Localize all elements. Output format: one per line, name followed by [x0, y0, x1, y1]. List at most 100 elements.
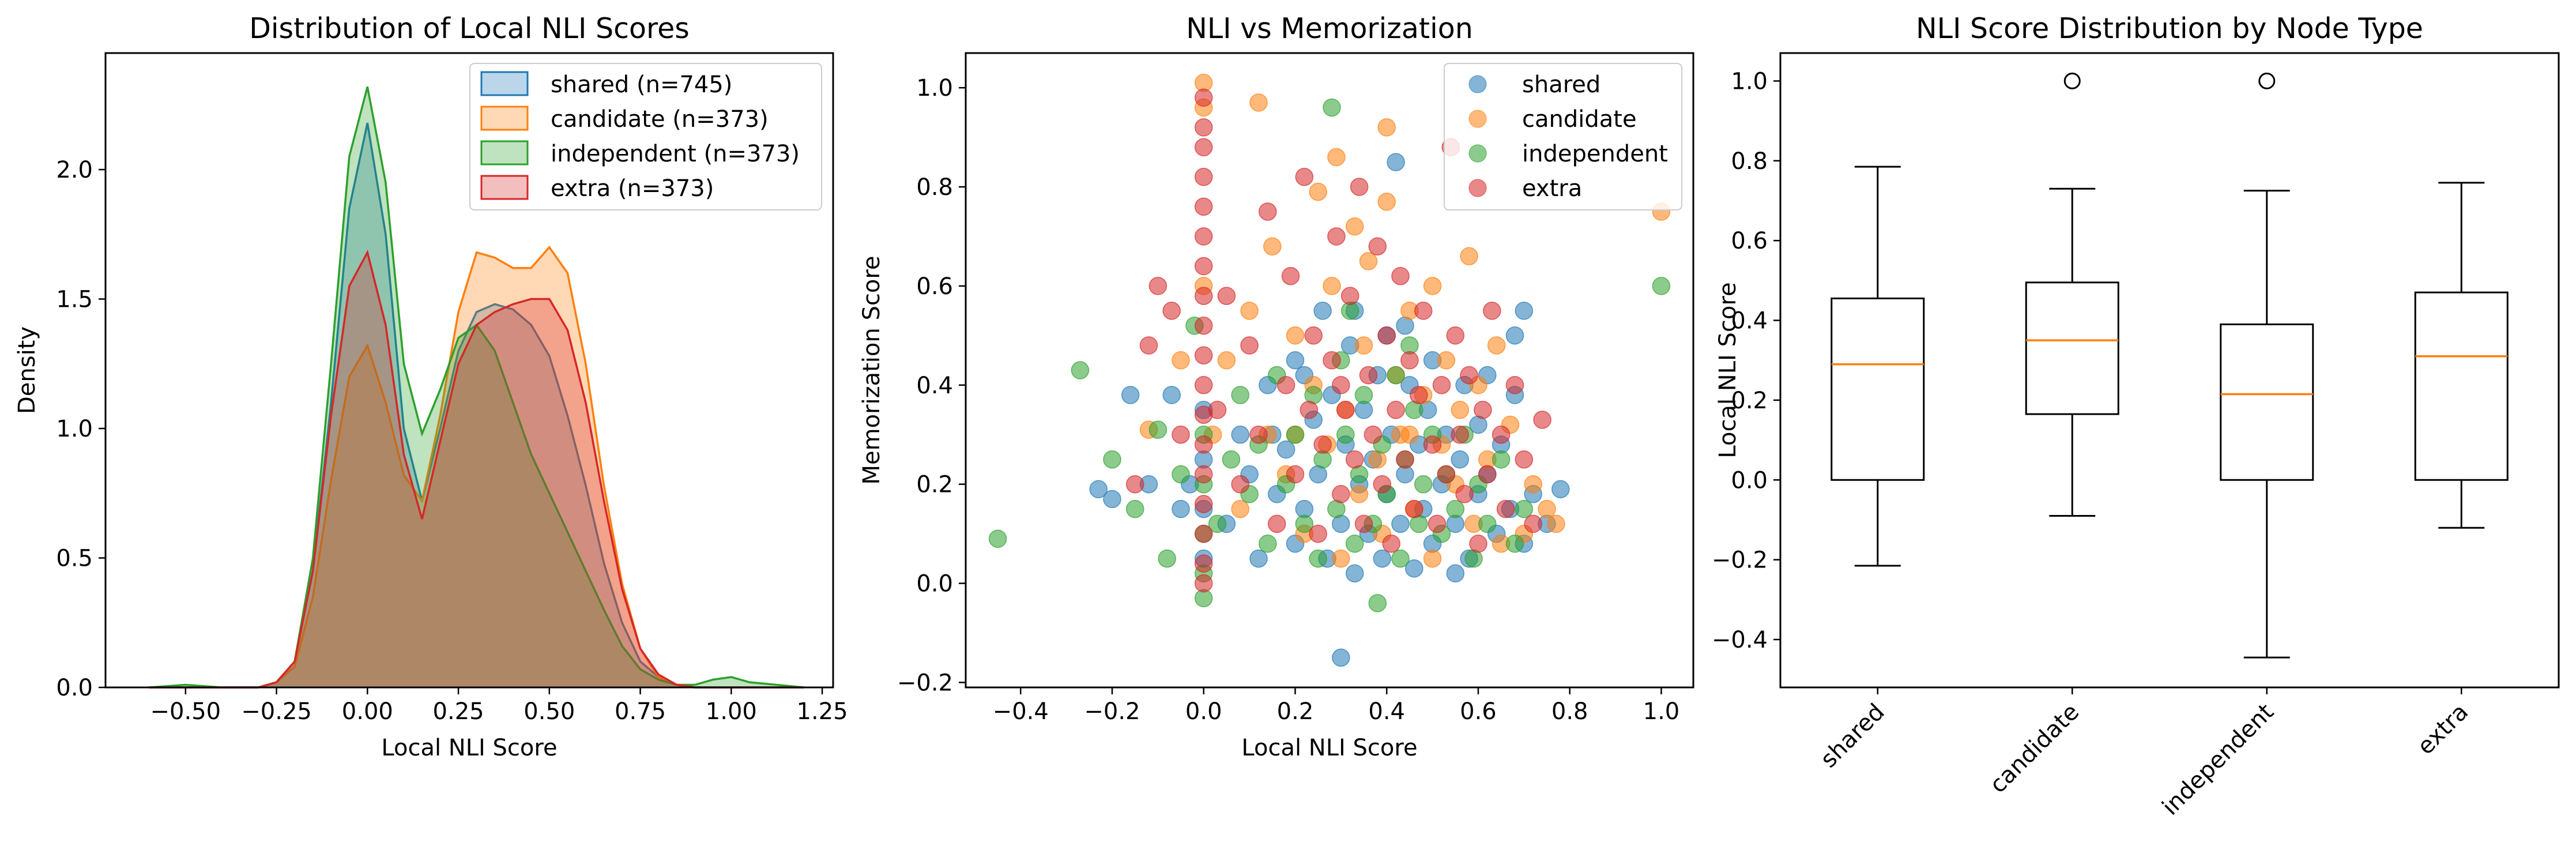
kde-series-layer	[149, 86, 804, 689]
scatter-point-extra	[1194, 524, 1213, 543]
scatter-point-independent	[1652, 277, 1671, 295]
scatter-y-tick-label: 0.4	[916, 373, 953, 399]
scatter-point-extra	[1267, 514, 1286, 533]
scatter-panel: −0.4 −0.2 0.0 0.2 0.4 0.6 0.8 1.0 −0.2 0.0 0.2 0.4 0…	[858, 12, 1694, 761]
kde-legend-swatch-extra	[480, 175, 529, 200]
kde-legend-label-extra: extra (n=373)	[551, 175, 714, 202]
kde-y-tick-label: 2.0	[56, 157, 93, 183]
scatter-point-independent	[1478, 514, 1497, 533]
scatter-point-candidate	[1538, 499, 1556, 518]
scatter-point-shared	[1345, 564, 1364, 583]
scatter-point-independent	[1345, 535, 1364, 553]
scatter-point-extra	[1505, 376, 1524, 394]
scatter-point-extra	[1496, 499, 1515, 518]
scatter-point-extra	[1286, 465, 1305, 484]
scatter-point-independent	[1391, 549, 1410, 568]
boxplot-y-tick-label: 0.4	[1731, 308, 1768, 334]
scatter-point-extra	[1194, 88, 1213, 107]
kde-panel: −0.50 −0.25 0.00 0.25 0.50 0.75 1.00 1.25 0.0 0.5…	[14, 12, 848, 761]
scatter-point-extra	[1469, 535, 1487, 553]
scatter-point-extra	[1304, 326, 1323, 345]
scatter-point-independent	[1148, 420, 1168, 439]
scatter-point-extra	[1240, 336, 1259, 355]
scatter-point-extra	[1231, 475, 1249, 494]
scatter-axes-frame	[965, 52, 1694, 689]
boxplot-y-axis-label: Local NLI Score	[1715, 282, 1741, 458]
scatter-point-extra	[1194, 346, 1213, 364]
scatter-point-independent	[1336, 425, 1355, 444]
scatter-point-independent	[1071, 361, 1090, 379]
scatter-point-extra	[1194, 554, 1213, 573]
scatter-point-extra	[1364, 425, 1383, 444]
scatter-x-tick-label: 0.2	[1277, 698, 1314, 725]
scatter-point-extra	[1332, 376, 1350, 394]
scatter-point-extra	[1483, 302, 1501, 320]
scatter-legend-marker-extra	[1468, 179, 1487, 197]
scatter-point-extra	[1300, 401, 1319, 419]
scatter-point-candidate	[1451, 401, 1469, 419]
scatter-point-candidate	[1240, 302, 1259, 320]
scatter-point-extra	[1391, 266, 1410, 285]
scatter-legend-box	[1444, 63, 1682, 210]
scatter-point-extra	[1194, 435, 1213, 454]
kde-x-tick-label: 1.25	[797, 698, 848, 725]
scatter-point-independent	[1309, 549, 1327, 568]
scatter-point-extra	[1354, 514, 1373, 533]
scatter-y-axis-label: Memorization Score	[858, 256, 885, 485]
scatter-point-extra	[1382, 535, 1400, 553]
kde-legend-label-independent: independent (n=373)	[551, 141, 800, 167]
scatter-point-shared	[1387, 153, 1405, 171]
scatter-point-extra	[1194, 465, 1213, 484]
scatter-point-extra	[1327, 227, 1346, 246]
scatter-point-candidate	[1332, 549, 1350, 568]
scatter-point-extra	[1281, 266, 1300, 285]
scatter-point-shared	[1451, 450, 1469, 469]
scatter-point-shared	[1551, 480, 1570, 499]
boxplot-title: NLI Score Distribution by Node Type	[1916, 12, 2423, 45]
kde-y-tick-label: 0.0	[56, 675, 93, 701]
kde-legend-box	[469, 63, 822, 210]
box-body-candidate	[2025, 281, 2119, 415]
scatter-point-independent	[1492, 450, 1511, 469]
scatter-point-independent	[1387, 366, 1405, 385]
scatter-point-extra	[1377, 326, 1396, 345]
scatter-point-extra	[1345, 450, 1364, 469]
kde-area-candidate	[149, 247, 804, 687]
kde-y-tick-label: 1.0	[56, 416, 93, 442]
scatter-x-axis-label: Local NLI Score	[1241, 735, 1417, 761]
scatter-point-candidate	[1354, 336, 1373, 355]
scatter-point-extra	[1410, 386, 1428, 404]
scatter-point-shared	[1286, 351, 1305, 370]
scatter-point-shared	[1332, 648, 1350, 667]
scatter-point-candidate	[1400, 425, 1419, 444]
kde-y-tick-label: 1.5	[56, 287, 93, 313]
scatter-legend: shared candidate independent extra	[1444, 63, 1682, 210]
scatter-point-candidate	[1327, 148, 1346, 167]
scatter-point-independent	[1259, 535, 1277, 553]
scatter-point-extra	[1451, 425, 1469, 444]
kde-legend-swatch-candidate	[480, 106, 529, 131]
kde-legend-swatch-shared	[480, 71, 529, 96]
scatter-point-independent	[1515, 499, 1534, 518]
scatter-point-shared	[1515, 302, 1534, 320]
scatter-y-tick-label: 0.2	[916, 472, 953, 498]
box-outlier-candidate	[2063, 72, 2081, 89]
scatter-point-shared	[1249, 549, 1268, 568]
scatter-legend-label-extra: extra	[1522, 175, 1582, 202]
box-outlier-independent	[2258, 72, 2276, 89]
kde-ticks: −0.50 −0.25 0.00 0.25 0.50 0.75 1.00 1.25 0.0 0.5…	[56, 157, 848, 725]
scatter-point-extra	[1400, 351, 1419, 370]
scatter-point-extra	[1194, 287, 1213, 305]
boxplot-boxes-layer	[1831, 72, 2509, 659]
scatter-point-extra	[1162, 302, 1181, 320]
scatter-point-extra	[1524, 514, 1542, 533]
scatter-point-extra	[1368, 237, 1387, 255]
scatter-points-layer	[988, 73, 1671, 667]
scatter-point-extra	[1423, 435, 1442, 454]
kde-legend-label-candidate: candidate (n=373)	[551, 106, 769, 133]
scatter-x-tick-label: 1.0	[1643, 698, 1680, 725]
scatter-point-extra	[1446, 326, 1465, 345]
scatter-point-shared	[1121, 386, 1140, 404]
scatter-point-shared	[1103, 490, 1121, 509]
